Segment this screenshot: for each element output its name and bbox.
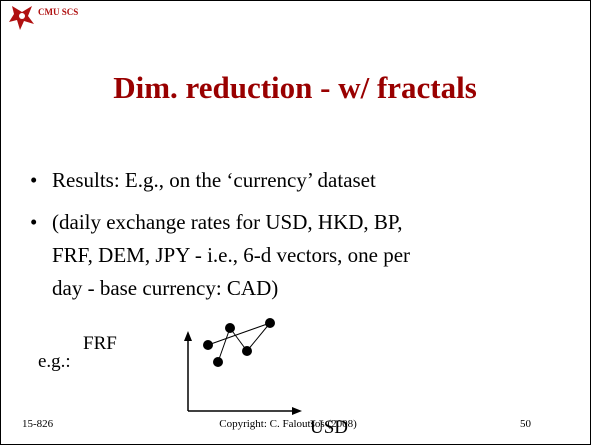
bullet-text: FRF, DEM, JPY - i.e., 6-d vectors, one p… (52, 243, 410, 267)
figure-axes (187, 338, 294, 412)
figure-points (203, 318, 275, 367)
bullet-text: Results: E.g., on the ‘currency’ dataset (52, 168, 376, 192)
bullet-mark: • (30, 210, 37, 234)
footer-course: 15-826 (22, 418, 54, 430)
bullet-text: (daily exchange rates for USD, HKD, BP, (52, 210, 403, 234)
logo (9, 6, 34, 30)
figure-prefix: e.g.: (38, 351, 71, 372)
bullet-mark: • (30, 168, 37, 192)
x-axis-label: USD (310, 417, 348, 438)
axis-arrow (184, 331, 192, 341)
footer-page: 50 (520, 418, 532, 430)
axis-arrow (292, 407, 302, 415)
header-label: CMU SCS (38, 7, 78, 17)
slide-title: Dim. reduction - w/ fractals (113, 70, 477, 105)
bullet-text: day - base currency: CAD) (52, 276, 278, 300)
footer-copyright: Copyright: C. Faloutsos (2008) (219, 418, 357, 430)
y-axis-label: FRF (83, 333, 117, 354)
